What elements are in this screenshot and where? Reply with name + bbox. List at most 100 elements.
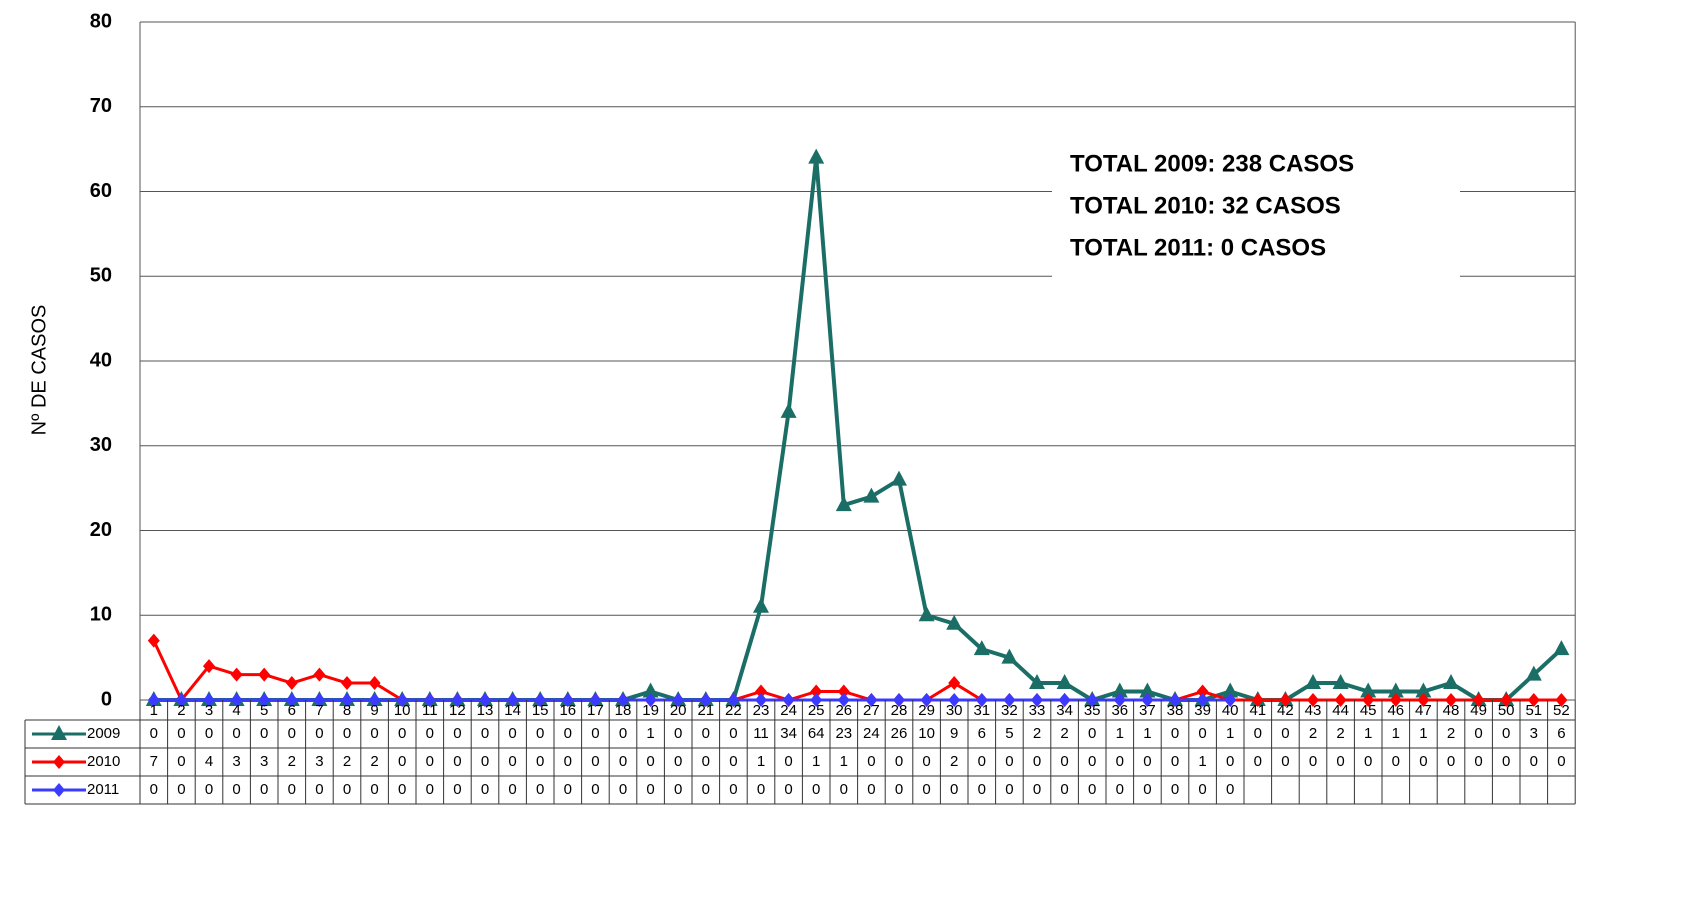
table-value: 26 <box>891 725 908 742</box>
table-value: 0 <box>895 753 903 770</box>
table-value: 2 <box>288 753 296 770</box>
marker <box>313 693 326 707</box>
table-value: 11 <box>753 725 769 742</box>
marker <box>1360 682 1377 698</box>
marker <box>1443 674 1459 690</box>
x-tick-label: 25 <box>808 702 825 719</box>
table-value: 0 <box>398 753 406 770</box>
table-value: 6 <box>1557 725 1565 742</box>
table-value: 1 <box>1143 725 1151 742</box>
marker <box>1472 693 1485 707</box>
y-tick-label: 50 <box>90 265 112 287</box>
table-value: 0 <box>895 781 903 798</box>
marker <box>258 693 271 707</box>
table-value: 0 <box>398 781 406 798</box>
marker <box>203 693 215 707</box>
x-tick-label: 50 <box>1498 702 1515 719</box>
marker <box>699 693 712 707</box>
y-tick-label: 60 <box>90 180 112 202</box>
marker <box>1056 674 1073 690</box>
table-value: 0 <box>260 781 268 798</box>
marker <box>893 693 905 707</box>
x-tick-label: 9 <box>370 702 378 719</box>
table-value: 0 <box>1502 725 1510 742</box>
marker <box>948 676 961 691</box>
table-value: 0 <box>426 725 434 742</box>
y-axis-label: Nº DE CASOS <box>28 305 50 436</box>
table-value: 0 <box>426 781 434 798</box>
marker <box>506 693 519 707</box>
table-value: 0 <box>1005 781 1013 798</box>
table-value: 0 <box>978 753 986 770</box>
marker <box>423 693 436 707</box>
marker <box>1003 693 1016 707</box>
table-value: 0 <box>1171 725 1179 742</box>
table-value: 0 <box>288 781 296 798</box>
x-tick-label: 27 <box>863 702 880 719</box>
table-value: 0 <box>1088 725 1096 742</box>
marker <box>644 693 657 707</box>
x-tick-label: 13 <box>477 702 494 719</box>
table-value: 0 <box>426 753 434 770</box>
table-value: 0 <box>1143 753 1151 770</box>
table-value: 0 <box>1171 781 1179 798</box>
table-value: 1 <box>1364 725 1372 742</box>
x-tick-label: 29 <box>918 702 935 719</box>
x-tick-label: 8 <box>343 702 351 719</box>
table-value: 0 <box>1033 753 1041 770</box>
table-value: 0 <box>978 781 986 798</box>
table-value: 3 <box>260 753 268 770</box>
x-tick-label: 23 <box>753 702 770 719</box>
x-tick-label: 48 <box>1443 702 1460 719</box>
table-value: 10 <box>918 725 935 742</box>
table-value: 0 <box>619 781 627 798</box>
table-value: 0 <box>370 725 378 742</box>
marker <box>1196 684 1209 699</box>
table-value: 0 <box>619 753 627 770</box>
table-value: 0 <box>260 725 268 742</box>
table-value: 0 <box>729 725 737 742</box>
table-value: 0 <box>729 753 737 770</box>
legend-label: 2010 <box>87 753 120 770</box>
table-value: 1 <box>1226 725 1234 742</box>
table-value: 0 <box>481 781 489 798</box>
table-value: 0 <box>177 725 185 742</box>
table-value: 0 <box>1392 753 1400 770</box>
x-tick-label: 19 <box>642 702 659 719</box>
y-tick-label: 10 <box>90 604 112 626</box>
table-value: 0 <box>177 781 185 798</box>
marker <box>1196 693 1209 707</box>
table-value: 1 <box>1116 725 1124 742</box>
table-value: 0 <box>1033 781 1041 798</box>
table-value: 0 <box>1447 753 1455 770</box>
table-value: 0 <box>867 781 875 798</box>
table-value: 0 <box>1364 753 1372 770</box>
x-tick-label: 31 <box>973 702 990 719</box>
y-tick-label: 30 <box>90 434 112 456</box>
table-value: 0 <box>591 725 599 742</box>
table-value: 1 <box>1198 753 1206 770</box>
marker <box>1113 693 1126 707</box>
table-value: 0 <box>950 781 958 798</box>
table-value: 0 <box>1530 753 1538 770</box>
table-value: 0 <box>1254 725 1262 742</box>
x-tick-label: 44 <box>1332 702 1349 719</box>
table-value: 0 <box>646 753 654 770</box>
x-tick-label: 24 <box>780 702 797 719</box>
x-tick-label: 30 <box>946 702 963 719</box>
marker <box>1029 674 1045 690</box>
marker <box>1086 693 1099 707</box>
marker <box>672 693 685 707</box>
table-value: 0 <box>453 725 461 742</box>
marker <box>1111 682 1128 698</box>
table-value: 0 <box>232 725 240 742</box>
x-tick-label: 35 <box>1084 702 1101 719</box>
legend-marker <box>53 783 65 797</box>
marker <box>1058 693 1071 707</box>
table-value: 0 <box>564 781 572 798</box>
x-tick-label: 22 <box>725 702 742 719</box>
marker <box>975 693 988 707</box>
marker <box>285 676 298 691</box>
table-value: 0 <box>536 781 544 798</box>
